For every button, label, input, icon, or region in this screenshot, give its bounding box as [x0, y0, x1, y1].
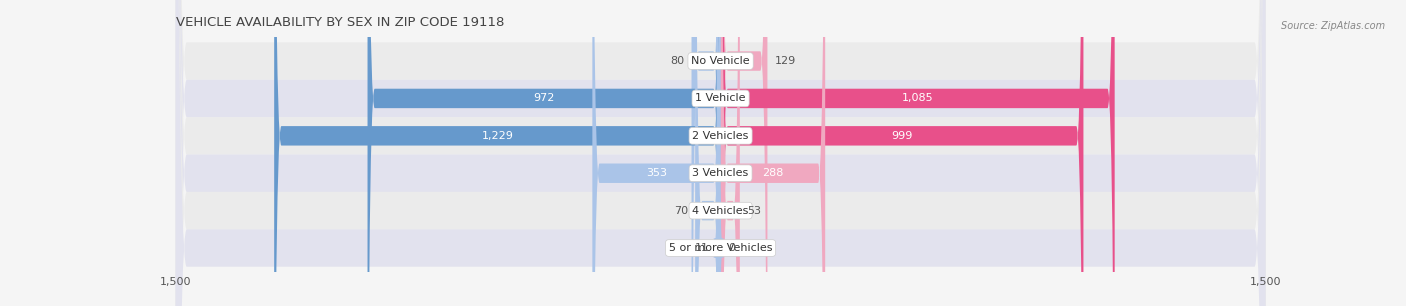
FancyBboxPatch shape: [721, 0, 825, 306]
Text: Source: ZipAtlas.com: Source: ZipAtlas.com: [1281, 21, 1385, 32]
Text: 80: 80: [671, 56, 685, 66]
FancyBboxPatch shape: [176, 0, 1265, 306]
FancyBboxPatch shape: [176, 0, 1265, 306]
Text: 0: 0: [728, 243, 735, 253]
FancyBboxPatch shape: [176, 0, 1265, 306]
FancyBboxPatch shape: [713, 0, 724, 306]
FancyBboxPatch shape: [274, 0, 721, 306]
Text: 972: 972: [533, 93, 555, 103]
Text: 1 Vehicle: 1 Vehicle: [696, 93, 745, 103]
FancyBboxPatch shape: [721, 0, 1115, 306]
Text: 129: 129: [775, 56, 796, 66]
Text: 999: 999: [891, 131, 912, 141]
Text: 1,085: 1,085: [901, 93, 934, 103]
FancyBboxPatch shape: [721, 0, 768, 306]
Text: 353: 353: [645, 168, 666, 178]
FancyBboxPatch shape: [176, 0, 1265, 306]
FancyBboxPatch shape: [176, 0, 1265, 306]
FancyBboxPatch shape: [721, 0, 740, 306]
FancyBboxPatch shape: [721, 0, 1084, 306]
FancyBboxPatch shape: [692, 0, 721, 306]
Text: No Vehicle: No Vehicle: [692, 56, 749, 66]
Text: 4 Vehicles: 4 Vehicles: [692, 206, 749, 216]
Text: 53: 53: [747, 206, 761, 216]
Text: 70: 70: [673, 206, 688, 216]
Text: 1,229: 1,229: [481, 131, 513, 141]
Text: 3 Vehicles: 3 Vehicles: [692, 168, 749, 178]
Text: 2 Vehicles: 2 Vehicles: [692, 131, 749, 141]
FancyBboxPatch shape: [367, 0, 721, 306]
Text: 5 or more Vehicles: 5 or more Vehicles: [669, 243, 772, 253]
Text: VEHICLE AVAILABILITY BY SEX IN ZIP CODE 19118: VEHICLE AVAILABILITY BY SEX IN ZIP CODE …: [176, 16, 505, 28]
Text: 11: 11: [696, 243, 709, 253]
FancyBboxPatch shape: [176, 0, 1265, 306]
Text: 288: 288: [762, 168, 783, 178]
FancyBboxPatch shape: [695, 0, 721, 306]
FancyBboxPatch shape: [592, 0, 721, 306]
